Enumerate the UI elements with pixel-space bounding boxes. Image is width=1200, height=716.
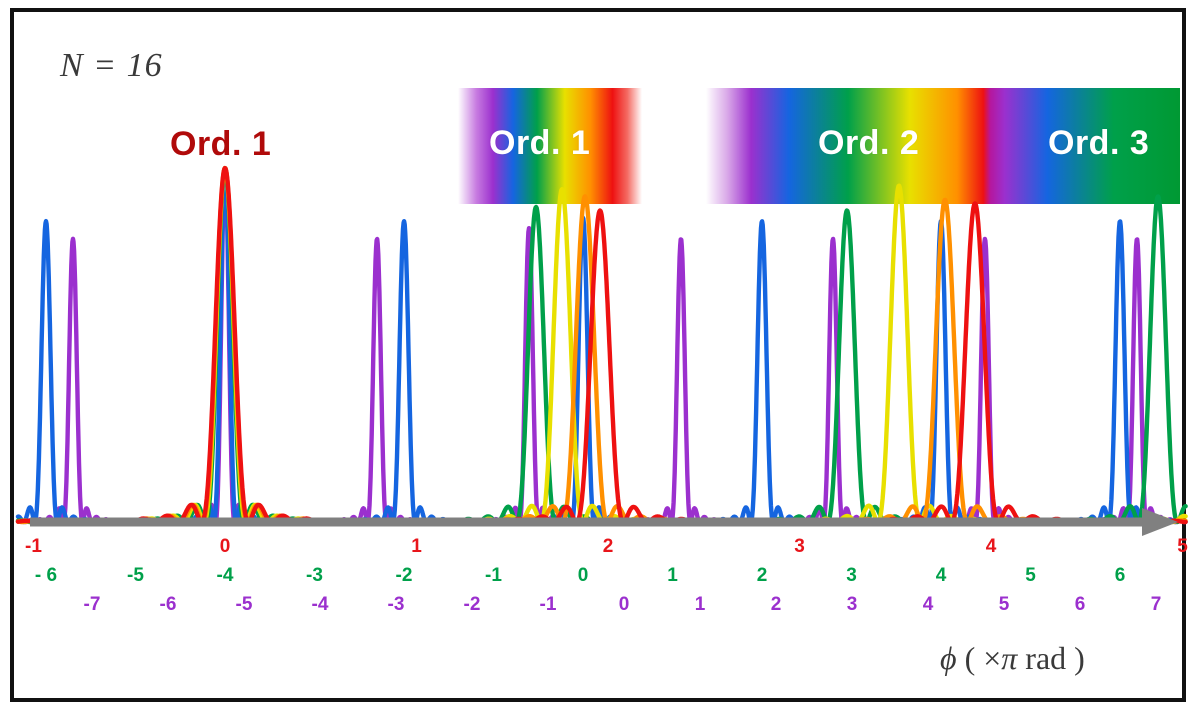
intensity-curve-red [15,165,1188,525]
x-axis-label: ϕ ( ×π rad ) [940,640,1085,677]
tick-label: -4 [216,565,234,586]
order-2-spectrum-label: Ord. 2 [818,124,920,162]
tick-label: 2 [756,565,768,586]
tick-label: 0 [618,594,630,615]
tick-label: -5 [235,594,253,615]
tick-label: -1 [485,565,502,586]
tick-label: -4 [311,594,329,615]
interference-plot [15,165,1188,536]
tick-label: -3 [387,594,405,615]
order-1-spectrum-label: Ord. 1 [489,124,591,162]
tick-row-purple: -7 -6 -5 -4 -3 -2 -1 0 1 2 3 4 5 6 7 [0,594,1200,620]
tick-label: 4 [935,565,947,586]
tick-label: 2 [770,594,782,615]
tick-label: -5 [127,565,144,586]
tick-label: -2 [395,565,413,586]
n-value-label: N = 16 [60,47,163,84]
tick-label: 1 [694,594,706,615]
tick-label: 3 [846,594,858,615]
order-1-red-label: Ord. 1 [170,125,272,163]
tick-label: 6 [1074,594,1086,615]
order-1-spectrum-bar [458,88,642,204]
order-2-and-3-spectrum-bar [706,88,1180,204]
tick-label: 5 [1177,536,1188,557]
tick-label: 6 [1114,565,1126,586]
tick-label: -2 [463,594,481,615]
tick-label: 5 [998,594,1010,615]
tick-label: 3 [846,565,857,586]
tick-label: -7 [83,594,101,615]
axis-label-tail: rad ) [1025,640,1085,676]
tick-label: 4 [922,594,934,615]
tick-label: 2 [602,536,614,557]
axis-label-open: ( × [964,640,1002,676]
order-3-spectrum-label: Ord. 3 [1048,124,1150,162]
tick-row-green: - 6 -5 -4 -3 -2 -1 0 1 2 3 4 5 6 [0,565,1200,591]
tick-label: 0 [577,565,589,586]
phi-symbol: ϕ [940,640,957,676]
tick-row-red: -1 0 1 2 3 4 5 [0,536,1200,562]
tick-label: 1 [667,565,678,586]
phi-axis [30,508,1178,536]
tick-label: 5 [1025,565,1036,586]
pi-symbol: π [1001,640,1018,676]
tick-label: 3 [794,536,805,557]
tick-label: 4 [985,536,997,557]
tick-label: 1 [411,536,422,557]
tick-label: -1 [539,594,557,615]
intensity-curves [15,165,1188,525]
tick-label: -6 [159,594,177,615]
tick-label: -3 [306,565,323,586]
tick-label: -1 [25,536,42,557]
tick-label: 7 [1150,594,1162,615]
tick-label: - 6 [34,565,58,586]
tick-label: 0 [219,536,231,557]
